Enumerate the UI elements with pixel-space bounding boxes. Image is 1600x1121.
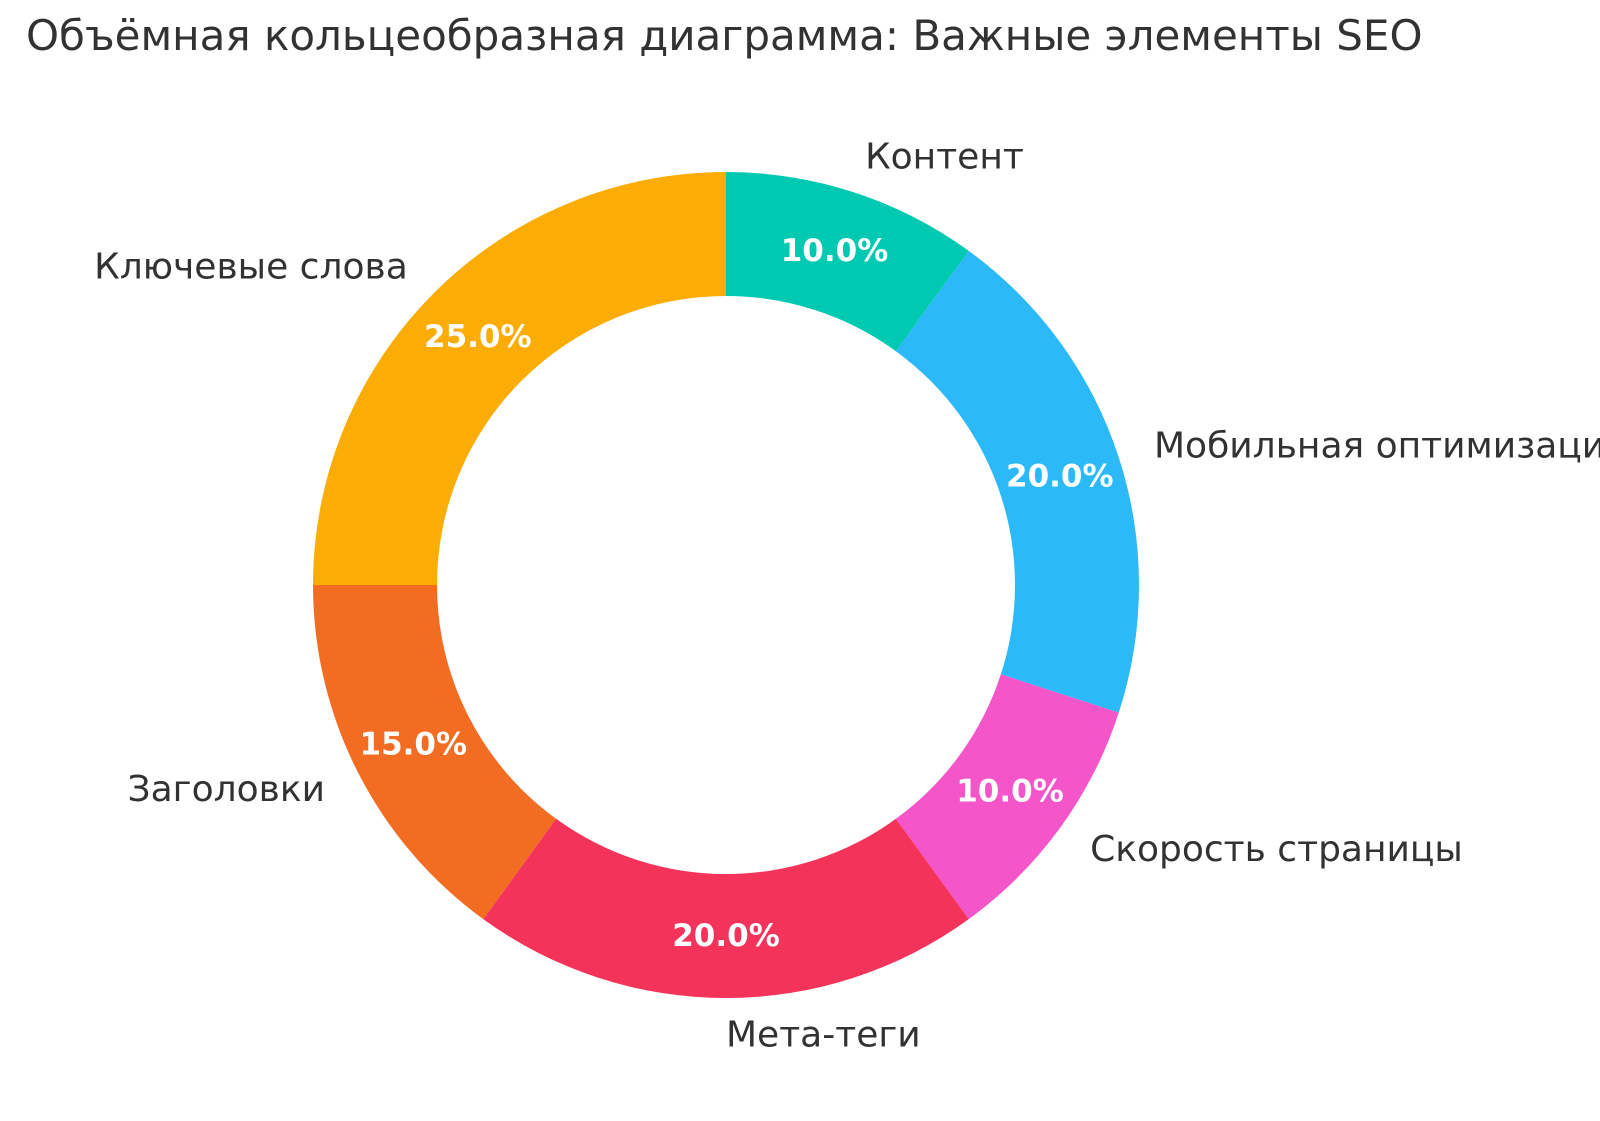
chart-title: Объёмная кольцеобразная диаграмма: Важны… bbox=[26, 11, 1423, 60]
slice-percent-label-6: 25.0% bbox=[424, 319, 532, 355]
slice-percent-label-4: 20.0% bbox=[672, 918, 780, 954]
donut-slice-3[interactable] bbox=[895, 674, 1119, 920]
slice-percent-label-3: 10.0% bbox=[956, 773, 1064, 809]
donut-slice-5[interactable] bbox=[313, 585, 557, 920]
slice-percent-label-5: 15.0% bbox=[360, 726, 468, 762]
donut-slice-6[interactable] bbox=[313, 172, 726, 585]
donut-slice-4[interactable] bbox=[483, 818, 969, 998]
slice-label-1: Контент bbox=[865, 137, 1024, 178]
donut-slice-2[interactable] bbox=[895, 250, 1140, 713]
slice-label-3: Скорость страницы bbox=[1090, 829, 1463, 870]
slice-label-5: Заголовки bbox=[128, 769, 325, 810]
slice-percent-label-1: 10.0% bbox=[781, 233, 889, 269]
slice-label-4: Мета-теги bbox=[726, 1015, 921, 1056]
slice-label-6: Ключевые слова bbox=[94, 246, 408, 287]
slice-percent-label-2: 20.0% bbox=[1006, 459, 1114, 495]
slice-label-2: Мобильная оптимизация bbox=[1154, 425, 1600, 466]
donut-slice-1[interactable] bbox=[726, 172, 969, 352]
